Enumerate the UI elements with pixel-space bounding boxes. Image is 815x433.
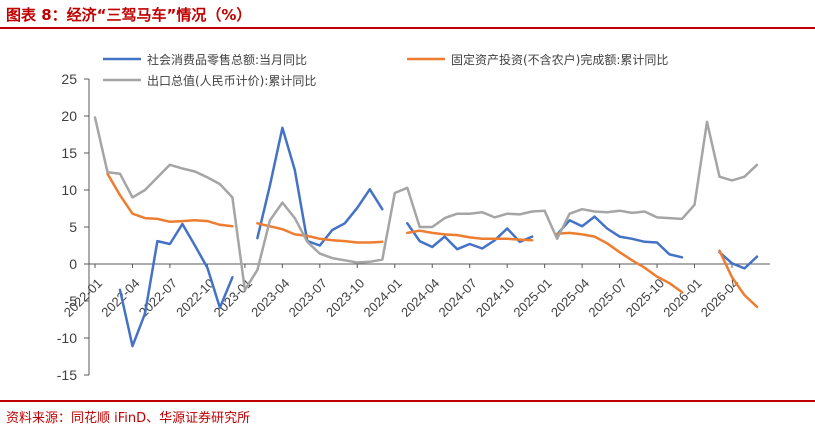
y-tick-label: -5 xyxy=(65,293,78,309)
x-tick-label: 2022-07 xyxy=(136,276,180,320)
y-tick-label: 25 xyxy=(61,71,77,87)
source-rule xyxy=(0,400,815,402)
figure-title: 图表 8：经济“三驾马车”情况（%） xyxy=(6,6,252,24)
y-tick-label: 20 xyxy=(61,108,77,124)
x-tick-label: 2022-04 xyxy=(98,276,142,320)
x-tick-label: 2024-04 xyxy=(398,276,442,320)
y-tick-label: 0 xyxy=(69,256,77,272)
axes: -15-10-505101520252022-012022-042022-072… xyxy=(57,71,770,383)
legend-label-fai: 固定资产投资(不含农户)完成额:累计同比 xyxy=(451,52,668,67)
source-note: 资料来源：同花顺 iFinD、华源证券研究所 xyxy=(6,411,251,426)
y-tick-label: 5 xyxy=(69,219,77,235)
x-tick-label: 2025-10 xyxy=(623,276,667,320)
y-tick-label: -10 xyxy=(57,330,77,346)
x-tick-label: 2023-10 xyxy=(323,276,367,320)
legend-label-retail: 社会消费品零售总额:当月同比 xyxy=(147,52,307,67)
legend-label-export: 出口总值(人民币计价):累计同比 xyxy=(147,73,316,88)
x-tick-label: 2025-07 xyxy=(585,276,629,320)
x-tick-label: 2024-01 xyxy=(361,276,405,320)
y-tick-label: 15 xyxy=(61,145,77,161)
x-tick-label: 2023-04 xyxy=(248,276,292,320)
series-line-retail xyxy=(118,126,759,348)
y-tick-label: -15 xyxy=(57,367,77,383)
x-tick-label: 2024-10 xyxy=(473,276,517,320)
legend: 社会消费品零售总额:当月同比 固定资产投资(不含农户)完成额:累计同比出口总值(人… xyxy=(103,52,668,88)
series-line-export xyxy=(93,116,759,292)
title-rule xyxy=(0,27,815,29)
x-tick-label: 2023-07 xyxy=(286,276,330,320)
x-tick-label: 2025-04 xyxy=(548,276,592,320)
series-line-fai xyxy=(106,172,759,309)
y-tick-label: 10 xyxy=(61,182,77,198)
series-lines xyxy=(93,116,759,348)
x-tick-label: 2024-07 xyxy=(435,276,479,320)
x-tick-label: 2025-01 xyxy=(510,276,554,320)
